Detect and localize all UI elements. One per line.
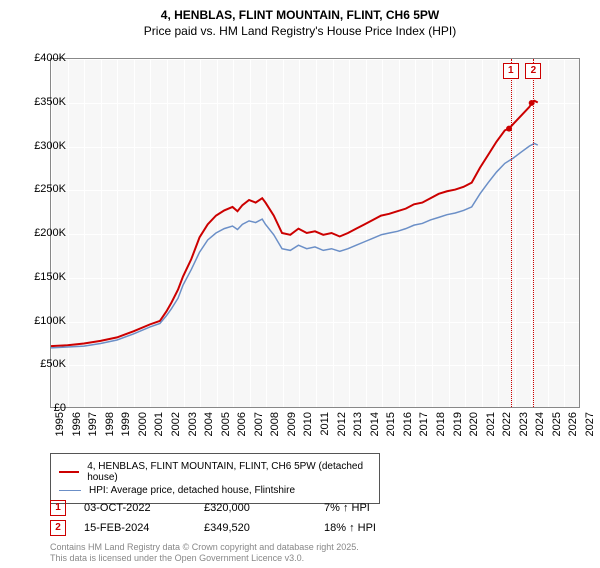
chart-title-1: 4, HENBLAS, FLINT MOUNTAIN, FLINT, CH6 5… (0, 8, 600, 22)
legend-item: HPI: Average price, detached house, Flin… (59, 485, 371, 496)
x-axis-label: 1996 (71, 412, 83, 436)
y-axis-label: £50K (24, 358, 66, 370)
x-axis-label: 2014 (369, 412, 381, 436)
marker-badge: 1 (50, 500, 66, 516)
attribution: Contains HM Land Registry data © Crown c… (50, 542, 359, 564)
x-axis-label: 1998 (104, 412, 116, 436)
series-line (51, 143, 538, 347)
legend-swatch (59, 490, 81, 491)
x-axis-label: 2002 (170, 412, 182, 436)
legend-swatch (59, 471, 79, 473)
y-axis-label: £100K (24, 315, 66, 327)
x-axis-label: 2011 (319, 412, 331, 436)
chart-lines (51, 59, 579, 407)
x-axis-label: 2007 (253, 412, 265, 436)
marker-line (511, 59, 512, 407)
data-row: 1 03-OCT-2022£320,0007% ↑ HPI (50, 498, 444, 518)
x-axis-label: 2008 (269, 412, 281, 436)
x-axis-label: 2024 (534, 412, 546, 436)
marker-badge: 2 (50, 520, 66, 536)
data-row: 2 15-FEB-2024£349,52018% ↑ HPI (50, 518, 444, 538)
x-axis-label: 2010 (302, 412, 314, 436)
x-axis-label: 2019 (452, 412, 464, 436)
series-line (51, 101, 538, 346)
legend-label: HPI: Average price, detached house, Flin… (89, 485, 295, 496)
legend-item: 4, HENBLAS, FLINT MOUNTAIN, FLINT, CH6 5… (59, 461, 371, 483)
y-axis-label: £300K (24, 140, 66, 152)
legend-label: 4, HENBLAS, FLINT MOUNTAIN, FLINT, CH6 5… (87, 461, 371, 483)
x-axis-label: 1999 (120, 412, 132, 436)
x-axis-label: 2027 (584, 412, 596, 436)
y-axis-label: £400K (24, 52, 66, 64)
x-axis-label: 2012 (336, 412, 348, 436)
x-axis-label: 2000 (137, 412, 149, 436)
marker-line (533, 59, 534, 407)
chart-area: 12 (50, 58, 580, 408)
x-axis-label: 2016 (402, 412, 414, 436)
x-axis-label: 2009 (286, 412, 298, 436)
marker-badge: 2 (525, 63, 541, 79)
y-axis-label: £250K (24, 183, 66, 195)
x-axis-label: 2006 (236, 412, 248, 436)
data-pct: 18% ↑ HPI (324, 522, 444, 534)
x-axis-label: 2004 (203, 412, 215, 436)
y-axis-label: £350K (24, 96, 66, 108)
x-axis-label: 1995 (54, 412, 66, 436)
x-axis-label: 2017 (418, 412, 430, 436)
x-axis-label: 2025 (551, 412, 563, 436)
x-axis-label: 2013 (352, 412, 364, 436)
marker-badge: 1 (503, 63, 519, 79)
data-pct: 7% ↑ HPI (324, 502, 444, 514)
legend: 4, HENBLAS, FLINT MOUNTAIN, FLINT, CH6 5… (50, 453, 380, 504)
chart-title-2: Price paid vs. HM Land Registry's House … (0, 24, 600, 38)
x-axis-label: 2026 (567, 412, 579, 436)
y-axis-label: £150K (24, 271, 66, 283)
x-axis-label: 2020 (468, 412, 480, 436)
x-axis-label: 1997 (87, 412, 99, 436)
y-axis-label: £200K (24, 227, 66, 239)
attribution-line1: Contains HM Land Registry data © Crown c… (50, 542, 359, 553)
x-axis-label: 2015 (385, 412, 397, 436)
data-date: 03-OCT-2022 (84, 502, 204, 514)
x-axis-label: 2021 (485, 412, 497, 436)
data-date: 15-FEB-2024 (84, 522, 204, 534)
data-price: £320,000 (204, 502, 324, 514)
x-axis-label: 2022 (501, 412, 513, 436)
x-axis-label: 2005 (220, 412, 232, 436)
data-table: 1 03-OCT-2022£320,0007% ↑ HPI 2 15-FEB-2024… (50, 498, 444, 538)
attribution-line2: This data is licensed under the Open Gov… (50, 553, 359, 564)
x-axis-label: 2018 (435, 412, 447, 436)
data-price: £349,520 (204, 522, 324, 534)
x-axis-label: 2001 (153, 412, 165, 436)
x-axis-label: 2023 (518, 412, 530, 436)
x-axis-label: 2003 (187, 412, 199, 436)
